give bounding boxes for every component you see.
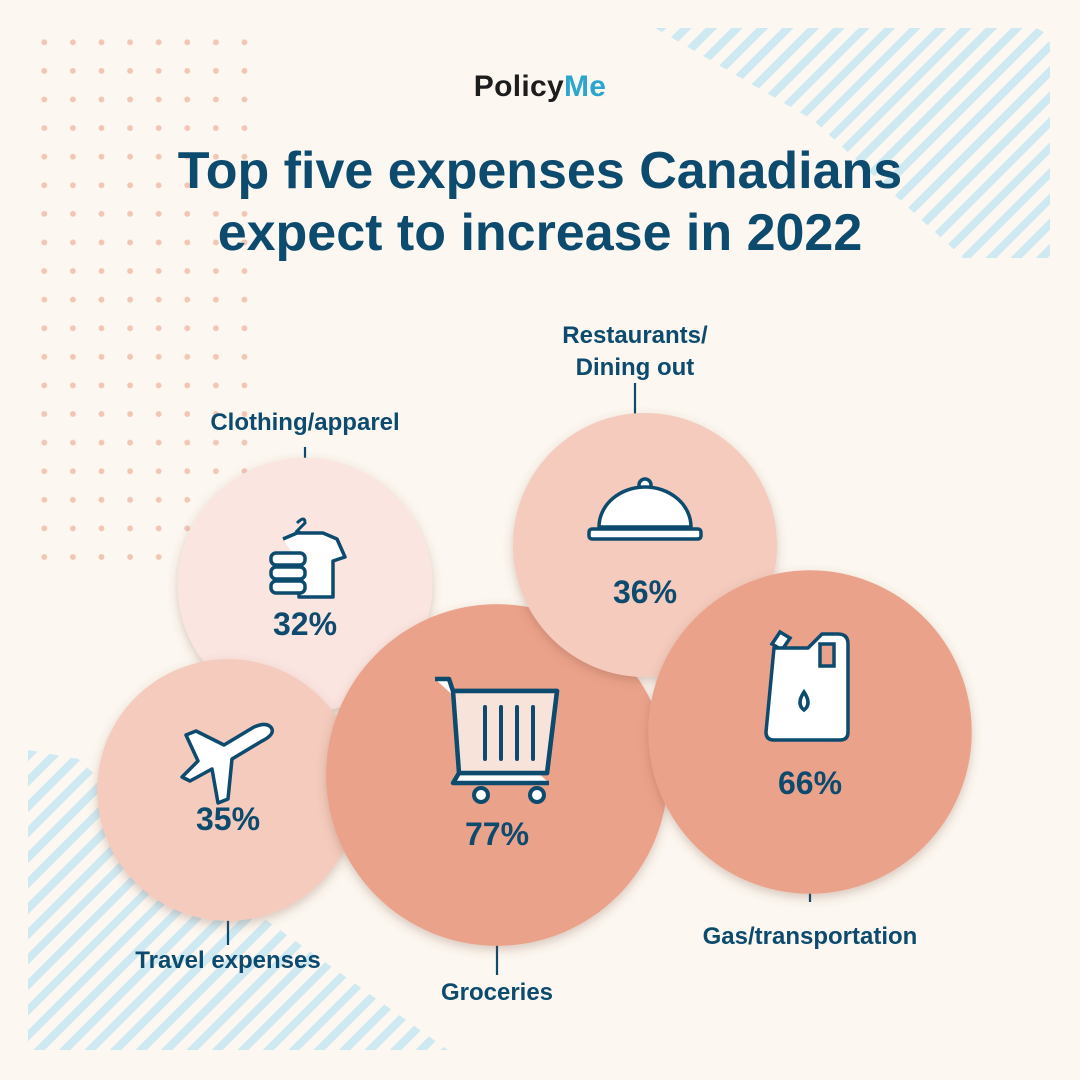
category-label: Clothing/apparel (210, 409, 399, 436)
value-label: 35% (196, 801, 260, 837)
title-line-1: Top five expenses Canadians (177, 142, 903, 200)
shopping-cart-icon (435, 676, 560, 804)
value-label: 77% (465, 816, 529, 852)
cloche-icon (587, 477, 703, 541)
category-label: Restaurants/Dining out (562, 322, 708, 381)
clothing-icon (269, 517, 347, 599)
value-label: 32% (273, 606, 337, 642)
value-label: 66% (778, 765, 842, 801)
fuel-can-icon (764, 629, 850, 742)
category-label: Travel expenses (135, 947, 320, 974)
logo-me: Me (563, 70, 607, 103)
category-label: Groceries (441, 979, 553, 1006)
policyme-logo: PolicyMe (0, 70, 1080, 104)
chart-title: Top five expenses Canadians expect to in… (90, 140, 990, 264)
dot-pattern (30, 28, 270, 568)
category-label: Gas/transportation (703, 923, 918, 950)
airplane-icon (180, 722, 275, 805)
value-label: 36% (613, 574, 677, 610)
logo-policy: Policy (473, 70, 564, 103)
title-line-2: expect to increase in 2022 (217, 204, 863, 262)
